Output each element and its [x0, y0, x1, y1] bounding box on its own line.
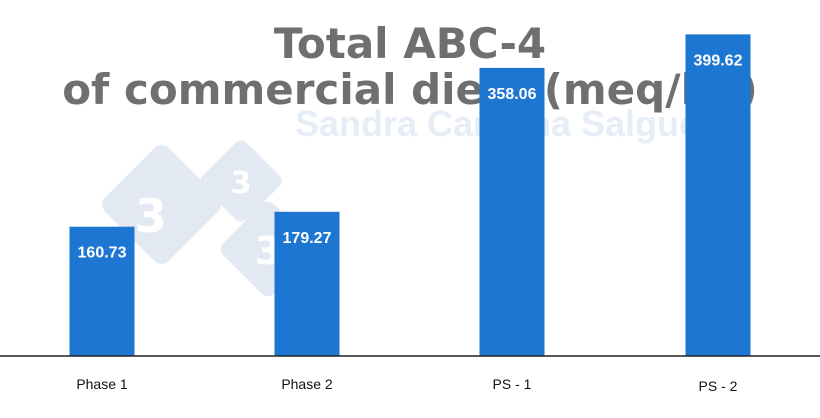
logo-digit-2: 3 — [231, 166, 252, 201]
bar-value-label: 179.27 — [283, 230, 332, 247]
bar-value-label: 160.73 — [78, 245, 127, 262]
bar-phase2 — [274, 211, 340, 356]
bar-value-label: 399.62 — [694, 52, 743, 69]
x-tick-labels: Phase 1 Phase 2 PS - 1 PS - 2 — [76, 376, 737, 394]
bar-phase1 — [69, 226, 135, 356]
bar-value-label: 358.06 — [488, 86, 537, 103]
bar-ps-1 — [479, 67, 545, 357]
logo-digit-1: 3 — [135, 189, 167, 243]
bar-ps-2 — [685, 34, 751, 357]
chart-title-line-2: of commercial diets (meq/kg) — [62, 65, 758, 114]
chart-title-line-1: Total ABC-4 — [274, 19, 546, 68]
x-tick-label: Phase 1 — [76, 376, 128, 392]
bars-layer: 160.73 179.27 358.06 399.62 — [69, 34, 751, 357]
logo-diamond-top — [200, 140, 282, 222]
x-tick-label: PS - 2 — [699, 378, 738, 394]
x-tick-label: PS - 1 — [493, 376, 532, 392]
x-tick-label: Phase 2 — [281, 376, 333, 392]
